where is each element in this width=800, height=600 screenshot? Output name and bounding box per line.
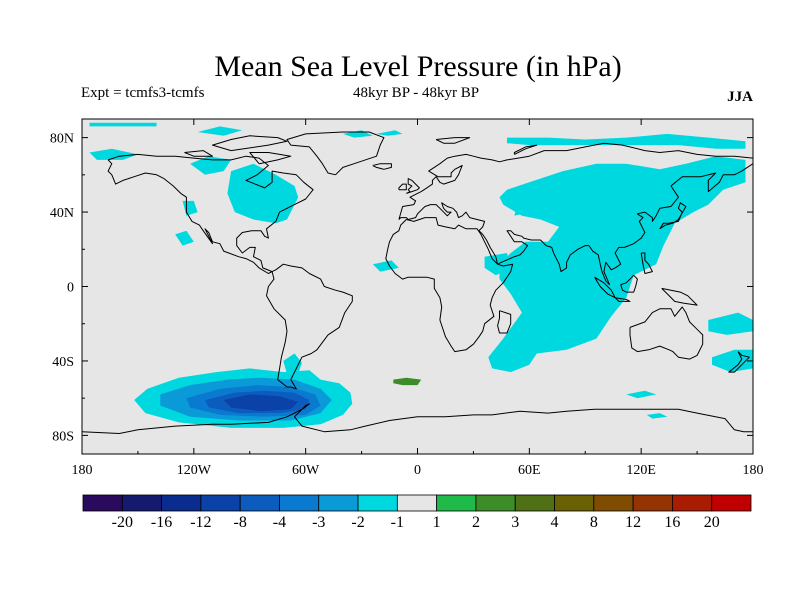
colorbar-label-14: 16: [664, 514, 680, 531]
colorbar-swatch-12: [554, 494, 595, 512]
anomaly-contour-2-9: [646, 413, 668, 419]
coastline-1: [266, 263, 353, 390]
coastline-3: [372, 163, 392, 170]
coastline-11: [614, 297, 631, 302]
anomaly-contour-2-1: [514, 197, 545, 216]
colorbar-label-1: -16: [151, 514, 172, 531]
anomaly-contour-1-7: [89, 122, 157, 127]
anomaly-contour-2-0: [488, 156, 746, 373]
anomaly-contour-1-8: [376, 130, 403, 136]
anomaly-contour-1-4: [175, 230, 194, 246]
anomaly-contour-1-6: [342, 130, 373, 138]
y-tick-label-2: 0: [67, 281, 74, 296]
coastline-22: [82, 403, 753, 434]
x-tick-label-4: 60E: [518, 463, 541, 478]
coastline-0: [107, 153, 314, 274]
colorbar-swatch-16: [711, 494, 752, 512]
x-tick-label-0: 180: [72, 463, 93, 478]
anomaly-contour-1-0: [227, 163, 299, 224]
coastline-18: [212, 135, 288, 152]
colorbar-label-9: 2: [472, 514, 480, 531]
coastline-16: [728, 351, 750, 373]
coastline-19: [184, 150, 213, 157]
anomaly-contour-1-5: [197, 126, 243, 136]
colorbar-label-11: 4: [551, 514, 559, 531]
colorbar-label-2: -12: [190, 514, 211, 531]
y-tick-label-0: 80N: [50, 132, 74, 147]
colorbar-swatch-15: [672, 494, 713, 512]
colorbar-label-5: -3: [312, 514, 325, 531]
colorbar-label-13: 12: [625, 514, 641, 531]
anomaly-contour-0-1: [283, 353, 302, 374]
colorbar-swatch-3: [200, 494, 241, 512]
x-tick-label-2: 60W: [292, 463, 320, 478]
coastline-17: [249, 152, 292, 165]
y-tick-label-1: 40N: [50, 206, 74, 221]
x-tick-label-1: 120W: [177, 463, 212, 478]
experiment-label: Expt = tcmfs3-tcmfs: [81, 85, 205, 101]
x-axis: 180 120W 60W 0 60E 120E 180: [72, 119, 764, 478]
colorbar-label-7: -1: [391, 514, 404, 531]
colorbar-label-12: 8: [590, 514, 598, 531]
period-label: 48kyr BP - 48kyr BP: [353, 85, 479, 101]
x-tick-label-5: 120E: [626, 463, 656, 478]
y-tick-label-3: 40S: [52, 355, 74, 370]
colorbar-swatch-14: [632, 494, 673, 512]
coastline-13: [661, 287, 698, 306]
coastline-8: [398, 183, 407, 191]
colorbar-swatch-0: [82, 494, 123, 512]
anomaly-contour-3-0: [393, 377, 422, 386]
coastline-20: [435, 137, 471, 144]
coastline-21: [513, 144, 538, 155]
anomaly-contour-2-3: [507, 133, 746, 149]
colorbar-swatch-10: [475, 494, 516, 512]
coastline-9: [629, 306, 704, 360]
colorbar-label-3: -8: [234, 514, 247, 531]
colorbar-label-4: -4: [273, 514, 286, 531]
colorbar: -20 -16 -12 -8 -4 -3 -2 -1 1 2 3 4 8 12 16 20: [82, 494, 752, 531]
anomaly-contour-2-7: [372, 260, 399, 272]
colorbar-swatch-6: [318, 494, 359, 512]
y-tick-label-4: 80S: [52, 429, 74, 444]
season-label: JJA: [727, 89, 753, 105]
colorbar-swatch-13: [593, 494, 634, 512]
colorbar-swatch-2: [161, 494, 202, 512]
colorbar-label-15: 20: [704, 514, 720, 531]
colorbar-label-8: 1: [433, 514, 441, 531]
colorbar-swatch-5: [279, 494, 320, 512]
coastline-4: [398, 142, 753, 286]
coastline-14: [640, 252, 653, 274]
colorbar-swatch-9: [436, 494, 477, 512]
anomaly-contour-1-2: [89, 148, 138, 160]
anomaly-contour-0-5: [223, 394, 299, 412]
coastline-6: [497, 310, 512, 334]
anomaly-contour-2-6: [626, 390, 657, 399]
chart-title: Mean Sea Level Pressure (in hPa): [214, 50, 621, 83]
coastline-5: [385, 217, 514, 353]
colorbar-swatch-11: [514, 494, 555, 512]
coastline-7: [406, 178, 420, 194]
coastline-12: [620, 274, 638, 293]
colorbar-label-10: 3: [511, 514, 519, 531]
colorbar-swatch-8: [396, 494, 438, 512]
anomaly-contour-2-4: [708, 312, 753, 335]
coastlines: [82, 131, 753, 434]
anomaly-contour-1-1: [190, 156, 232, 175]
colorbar-swatch-7: [357, 494, 398, 512]
coastline-2: [286, 131, 385, 176]
colorbar-swatch-4: [239, 494, 280, 512]
x-tick-label-3: 0: [414, 463, 421, 478]
y-axis: 80N 40N 0 40S 80S: [50, 132, 753, 444]
colorbar-label-6: -2: [351, 514, 364, 531]
colorbar-label-0: -20: [112, 514, 133, 531]
x-tick-label-6: 180: [743, 463, 764, 478]
coastline-15: [659, 202, 687, 230]
colorbar-swatch-1: [121, 494, 162, 512]
